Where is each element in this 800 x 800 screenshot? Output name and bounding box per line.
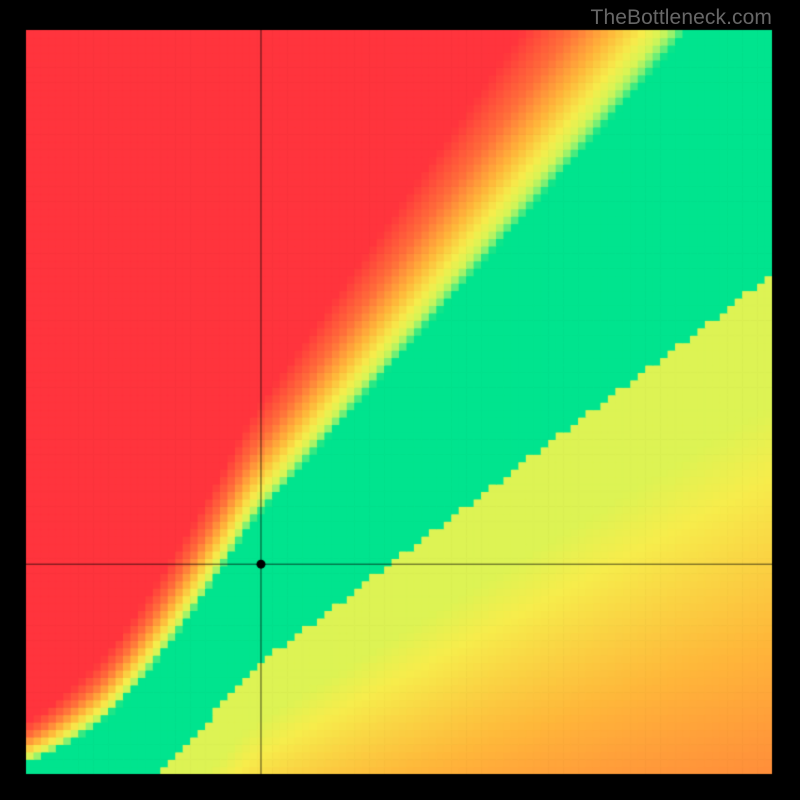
bottleneck-heatmap [0, 0, 800, 800]
attribution-text: TheBottleneck.com [591, 6, 772, 30]
